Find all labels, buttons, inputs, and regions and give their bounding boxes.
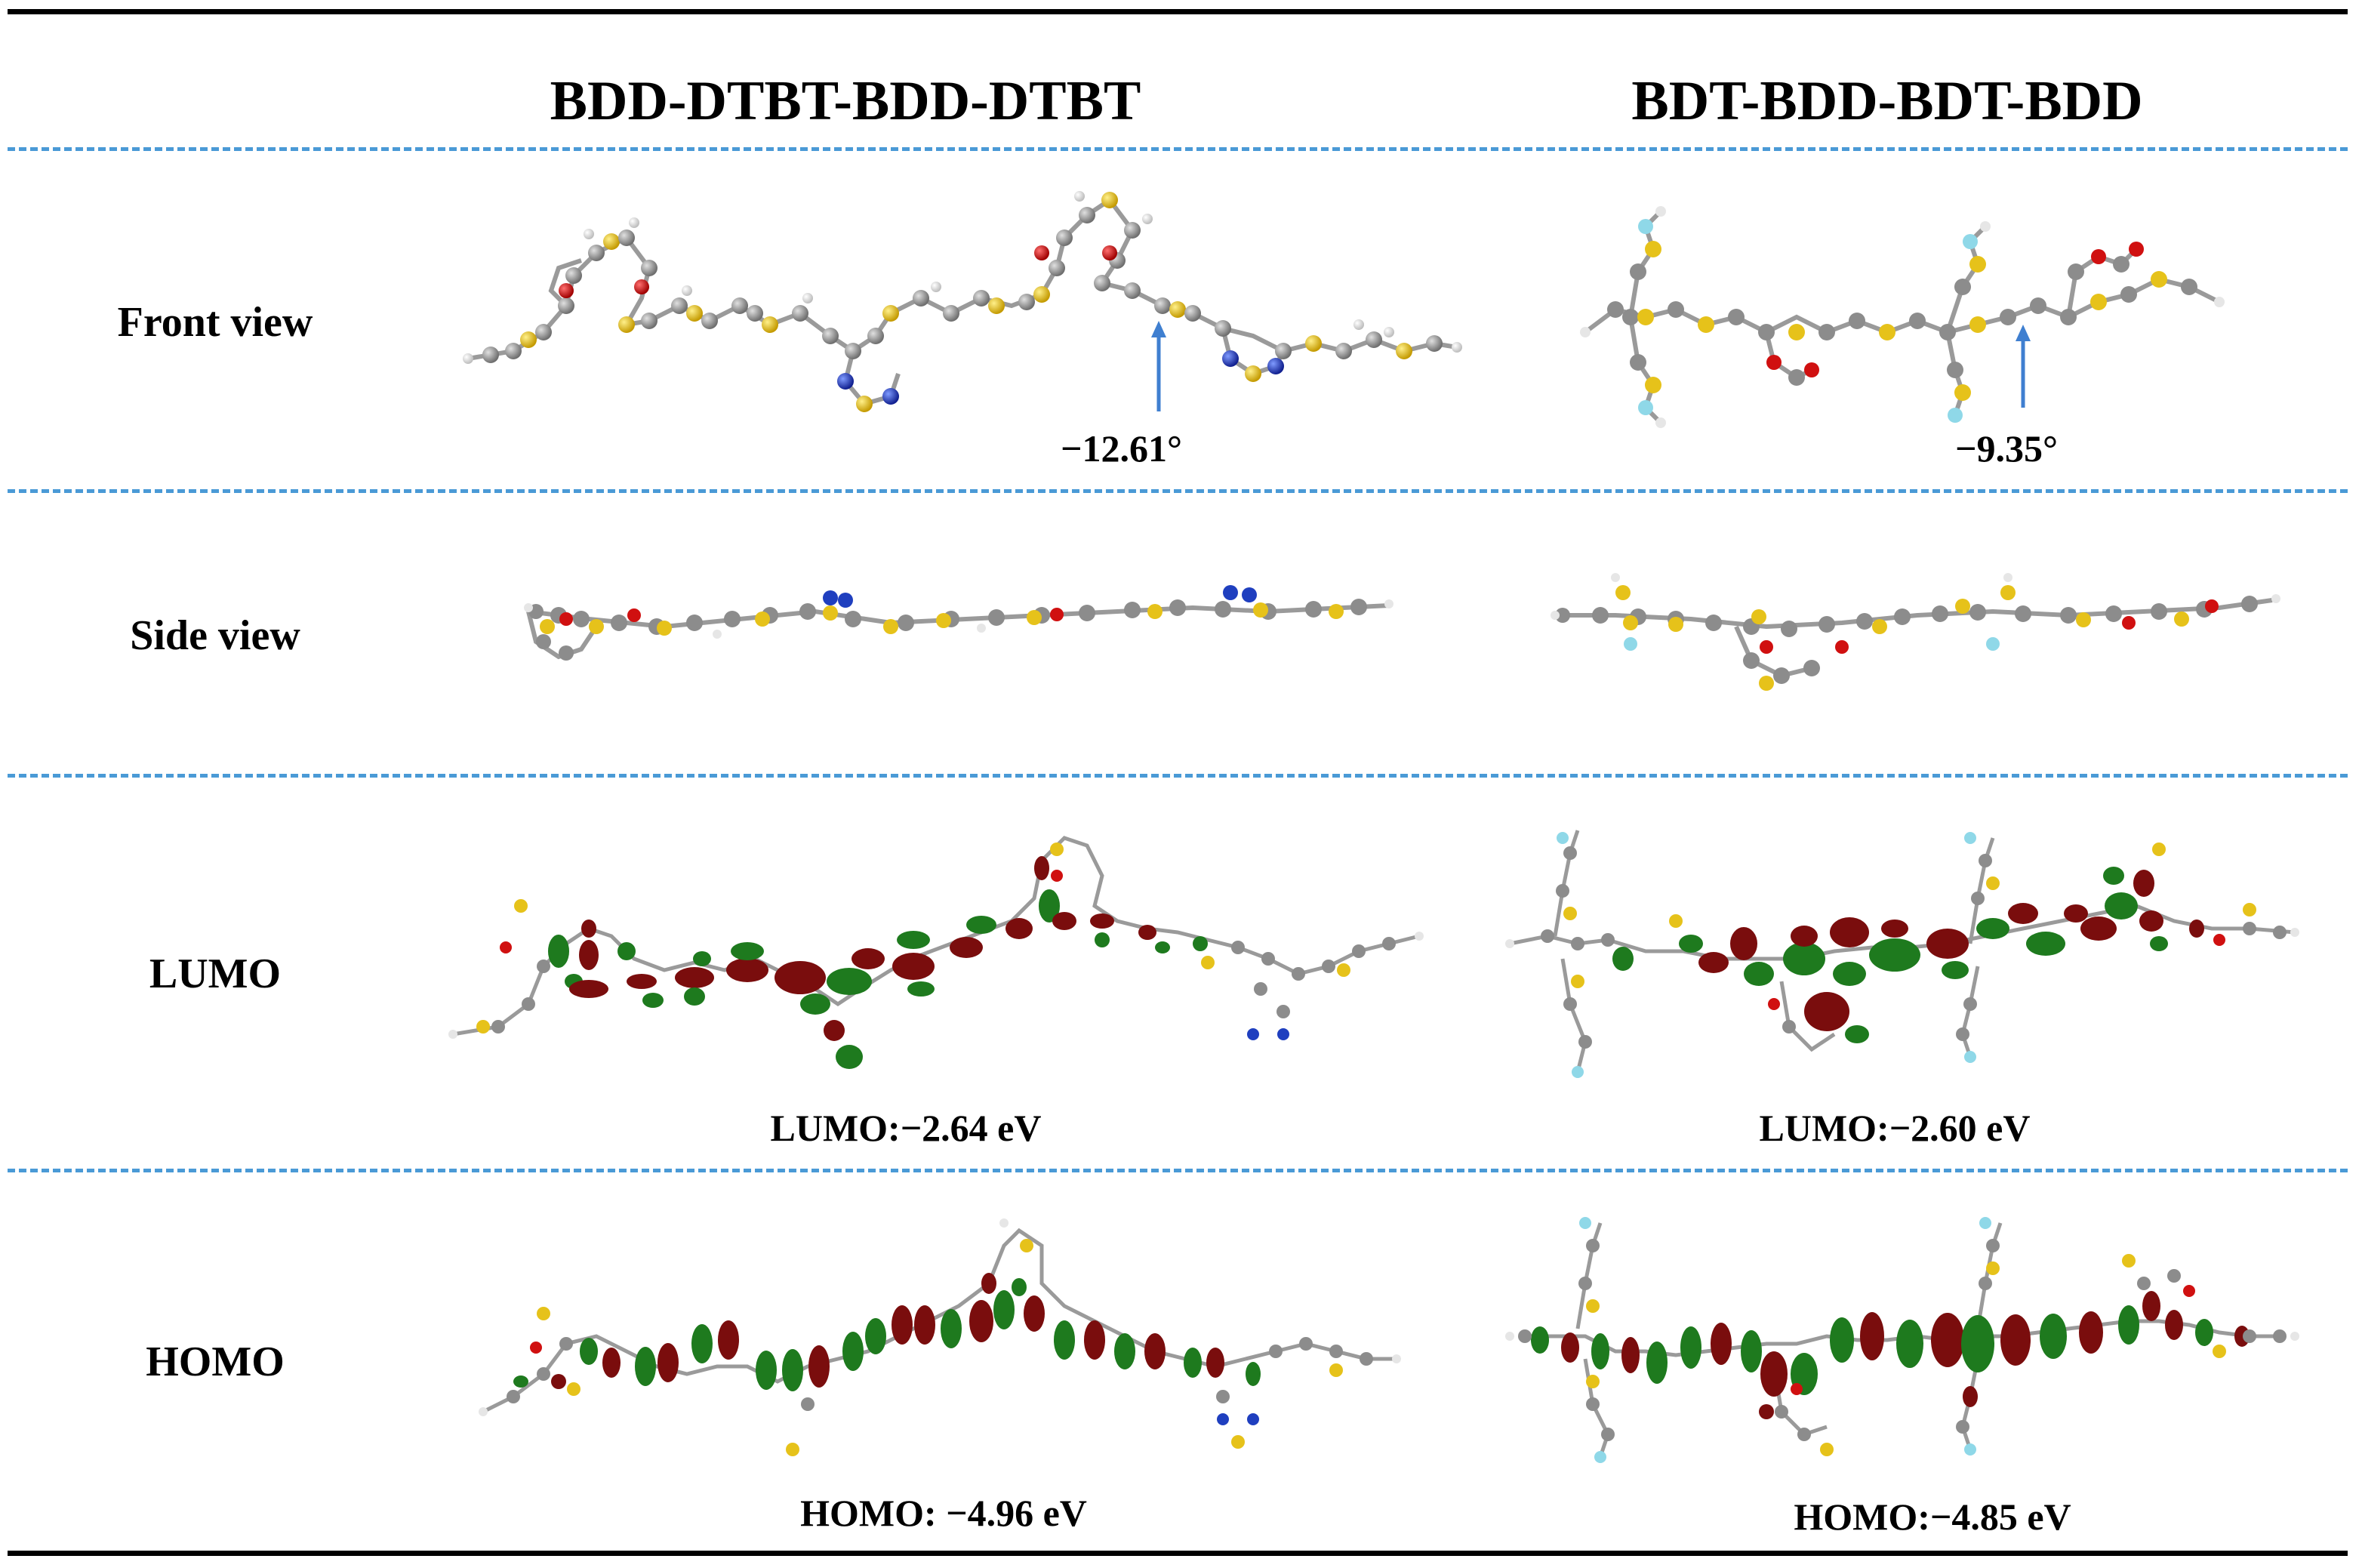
homo-left-orbital [460,1200,1412,1472]
row-divider [8,774,2348,778]
dihedral-arrow-right [2016,325,2031,408]
row-divider [8,489,2348,493]
row-divider [8,147,2348,151]
homo-right-lobes [1531,1291,2250,1419]
side-view-right-structure [1540,555,2287,698]
row-label-front-view: Front view [117,299,313,346]
front-view-left-structure [453,162,1464,464]
row-label-lumo: LUMO [149,950,282,997]
lumo-left-energy: LUMO:−2.64 eV [770,1107,1042,1149]
column-header-right: BDT-BDD-BDT-BDD [1631,70,2143,132]
lumo-right-energy: LUMO:−2.60 eV [1759,1107,2031,1149]
lumo-left-orbital [438,808,1442,1087]
front-view-right-structure [1570,181,2250,453]
dihedral-angle-right: −9.35° [1955,427,2058,470]
row-divider [8,1169,2348,1172]
dihedral-arrow-left [1151,321,1166,411]
row-label-side-view: Side view [130,612,300,659]
column-header-left: BDD-DTBT-BDD-DTBT [550,70,1141,132]
lumo-right-orbital [1495,808,2317,1095]
homo-right-energy: HOMO:−4.85 eV [1794,1496,2071,1538]
lumo-left-lobes [548,856,1208,1069]
row-label-homo: HOMO [146,1338,285,1385]
homo-left-lobes [513,1273,1261,1391]
homo-right-orbital [1495,1200,2310,1487]
homo-left-energy: HOMO: −4.96 eV [800,1492,1087,1534]
lumo-right-lobes [1612,867,2204,1043]
side-view-left-structure [513,566,1404,695]
top-rule [8,9,2348,14]
dihedral-angle-left: −12.61° [1061,427,1182,470]
bottom-rule [8,1551,2348,1556]
